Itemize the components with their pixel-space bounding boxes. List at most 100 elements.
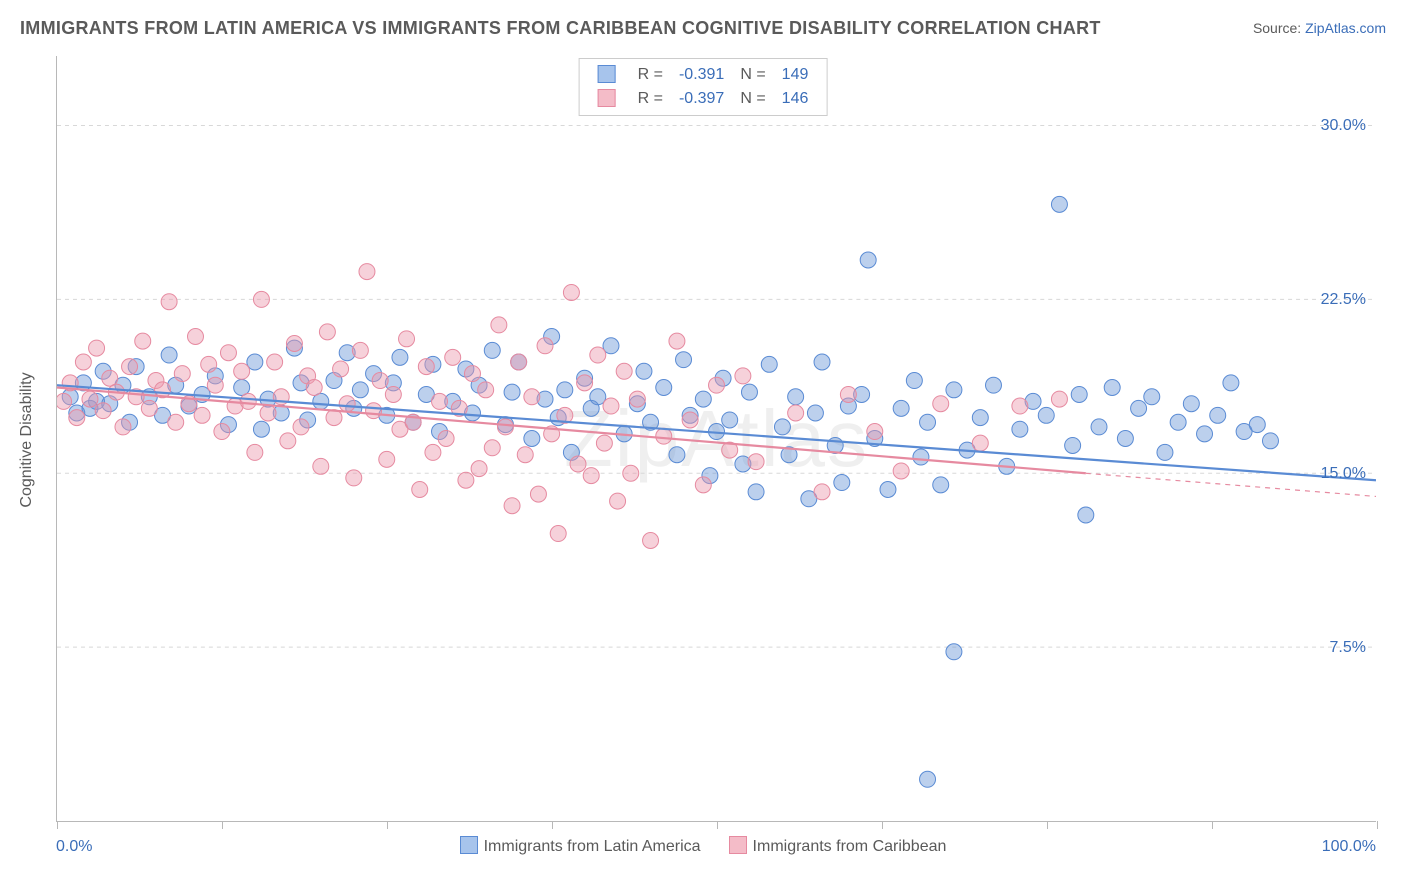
scatter-point [497, 419, 513, 435]
scatter-point [352, 382, 368, 398]
scatter-point [240, 393, 256, 409]
scatter-point [537, 338, 553, 354]
xtick [717, 821, 718, 829]
scatter-point [280, 433, 296, 449]
legend-correlation-row: R =-0.391N =149 [590, 63, 817, 87]
xtick [882, 821, 883, 829]
scatter-point [306, 380, 322, 396]
scatter-point [247, 444, 263, 460]
legend-swatch [598, 89, 616, 107]
scatter-point [286, 335, 302, 351]
scatter-point [339, 396, 355, 412]
scatter-point [1104, 380, 1120, 396]
scatter-point [636, 363, 652, 379]
scatter-point [676, 352, 692, 368]
legend-r-label: R = [630, 63, 671, 87]
xtick [1047, 821, 1048, 829]
legend-r-value: -0.397 [671, 87, 732, 111]
scatter-point [385, 386, 401, 402]
scatter-point [1131, 400, 1147, 416]
scatter-point [596, 435, 612, 451]
scatter-point [379, 451, 395, 467]
scatter-point [682, 412, 698, 428]
xtick [222, 821, 223, 829]
scatter-point [135, 333, 151, 349]
legend-correlation: R =-0.391N =149R =-0.397N =146 [579, 58, 828, 116]
xtick [57, 821, 58, 829]
xtick [1377, 821, 1378, 829]
scatter-point [920, 414, 936, 430]
legend-series-label: Immigrants from Latin America [484, 838, 701, 855]
scatter-point [946, 644, 962, 660]
scatter-point [695, 477, 711, 493]
scatter-point [583, 468, 599, 484]
scatter-point [425, 444, 441, 460]
scatter-point [122, 359, 138, 375]
scatter-point [1157, 444, 1173, 460]
scatter-point [893, 463, 909, 479]
scatter-point [623, 465, 639, 481]
scatter-point [194, 407, 210, 423]
scatter-point [1012, 398, 1028, 414]
xtick [387, 821, 388, 829]
scatter-point [807, 405, 823, 421]
scatter-point [906, 373, 922, 389]
scatter-point [1144, 389, 1160, 405]
scatter-point [491, 317, 507, 333]
scatter-point [471, 461, 487, 477]
scatter-point [550, 526, 566, 542]
scatter-point [161, 347, 177, 363]
scatter-point [69, 410, 85, 426]
legend-r-value: -0.391 [671, 63, 732, 87]
scatter-point [570, 456, 586, 472]
scatter-point [464, 366, 480, 382]
scatter-point [89, 340, 105, 356]
scatter-point [1038, 407, 1054, 423]
scatter-point [913, 449, 929, 465]
scatter-point [920, 771, 936, 787]
scatter-point [788, 389, 804, 405]
scatter-point [161, 294, 177, 310]
scatter-point [366, 403, 382, 419]
scatter-point [57, 393, 72, 409]
scatter-point [1051, 196, 1067, 212]
chart-title: IMMIGRANTS FROM LATIN AMERICA VS IMMIGRA… [20, 18, 1101, 39]
scatter-point [352, 342, 368, 358]
scatter-point [372, 373, 388, 389]
scatter-point [220, 345, 236, 361]
scatter-point [1223, 375, 1239, 391]
ytick-label: 22.5% [1321, 291, 1366, 309]
scatter-point [860, 252, 876, 268]
legend-series-item: Immigrants from Caribbean [729, 836, 947, 856]
scatter-point [656, 428, 672, 444]
scatter-point [524, 431, 540, 447]
source-value: ZipAtlas.com [1305, 20, 1386, 36]
scatter-point [1091, 419, 1107, 435]
scatter-point [234, 363, 250, 379]
yaxis-title: Cognitive Disability [18, 372, 36, 507]
scatter-point [814, 484, 830, 500]
legend-series-label: Immigrants from Caribbean [753, 838, 947, 855]
scatter-point [1170, 414, 1186, 430]
source-attribution: Source: ZipAtlas.com [1253, 20, 1386, 36]
scatter-point [346, 470, 362, 486]
scatter-point [788, 405, 804, 421]
scatter-point [669, 447, 685, 463]
scatter-point [840, 386, 856, 402]
scatter-point [504, 498, 520, 514]
scatter-point [412, 482, 428, 498]
legend-swatch [729, 836, 747, 854]
scatter-point [75, 354, 91, 370]
scatter-point [392, 349, 408, 365]
legend-n-label: N = [732, 87, 773, 111]
scatter-point [333, 361, 349, 377]
scatter-point [207, 377, 223, 393]
scatter-point [141, 400, 157, 416]
source-label: Source: [1253, 20, 1301, 36]
scatter-point [643, 533, 659, 549]
scatter-point [610, 493, 626, 509]
scatter-point [629, 391, 645, 407]
scatter-point [577, 375, 593, 391]
scatter-point [972, 435, 988, 451]
scatter-point [484, 342, 500, 358]
